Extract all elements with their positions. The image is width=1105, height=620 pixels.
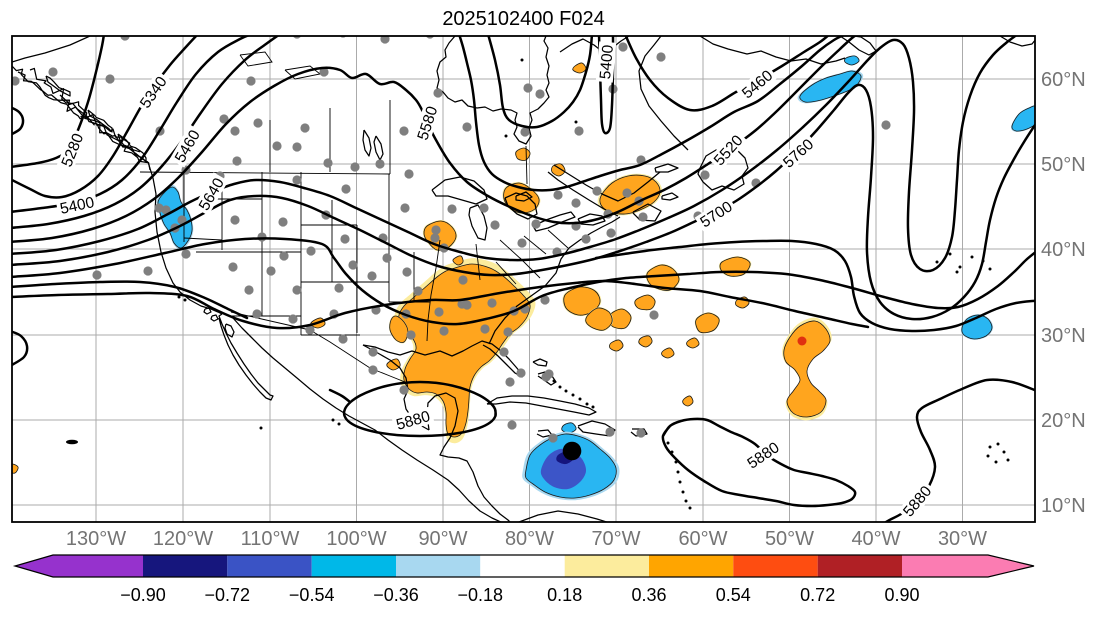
- svg-text:2025102400 F024: 2025102400 F024: [442, 8, 604, 30]
- svg-text:−0.90: −0.90: [120, 585, 166, 605]
- svg-text:20°N: 20°N: [1041, 410, 1086, 432]
- svg-text:5400: 5400: [597, 44, 617, 80]
- svg-text:0.36: 0.36: [631, 585, 666, 605]
- svg-text:−0.72: −0.72: [205, 585, 251, 605]
- svg-text:10°N: 10°N: [1041, 495, 1086, 517]
- svg-text:5400: 5400: [59, 194, 97, 218]
- svg-text:60°N: 60°N: [1041, 69, 1086, 91]
- svg-text:0.72: 0.72: [800, 585, 835, 605]
- svg-text:90°W: 90°W: [418, 528, 467, 550]
- svg-text:30°N: 30°N: [1041, 325, 1086, 347]
- svg-text:−0.18: −0.18: [458, 585, 504, 605]
- svg-text:−0.36: −0.36: [373, 585, 419, 605]
- svg-text:50°W: 50°W: [765, 528, 814, 550]
- svg-text:40°N: 40°N: [1041, 239, 1086, 261]
- svg-text:110°W: 110°W: [241, 528, 300, 550]
- svg-text:80°W: 80°W: [505, 528, 554, 550]
- svg-text:0.18: 0.18: [547, 585, 582, 605]
- svg-text:30°W: 30°W: [938, 528, 987, 550]
- svg-text:100°W: 100°W: [326, 528, 386, 550]
- svg-text:130°W: 130°W: [66, 528, 126, 550]
- svg-text:70°W: 70°W: [591, 528, 640, 550]
- svg-text:50°N: 50°N: [1041, 154, 1086, 176]
- svg-text:60°W: 60°W: [678, 528, 727, 550]
- svg-text:−0.54: −0.54: [289, 585, 335, 605]
- svg-text:40°W: 40°W: [851, 528, 900, 550]
- svg-text:120°W: 120°W: [153, 528, 213, 550]
- svg-text:0.90: 0.90: [884, 585, 919, 605]
- svg-text:0.54: 0.54: [716, 585, 751, 605]
